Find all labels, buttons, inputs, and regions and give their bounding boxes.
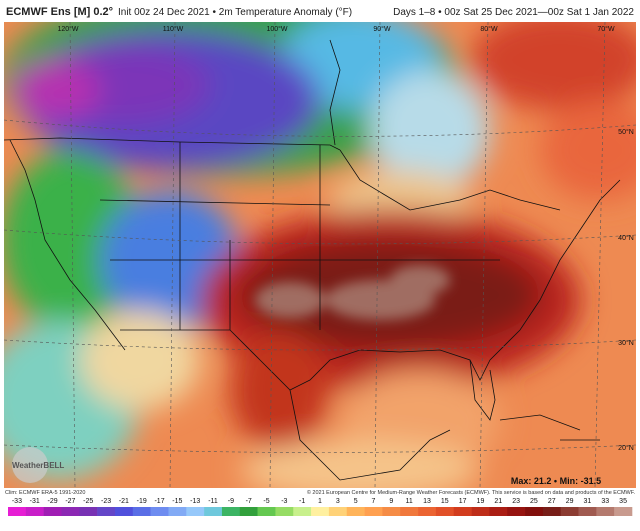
colorbar-swatch (8, 507, 27, 516)
colorbar-label: -9 (228, 498, 234, 505)
colorbar-swatch (293, 507, 312, 516)
colorbar-label: 3 (336, 498, 340, 505)
colorbar-swatch (132, 507, 151, 516)
colorbar-swatch (61, 507, 80, 516)
colorbar-swatch (346, 507, 365, 516)
colorbar-label: 19 (477, 498, 485, 505)
longitude-label: 120°W (57, 25, 78, 33)
colorbar-label: 1 (318, 498, 322, 505)
colorbar-swatch (471, 507, 490, 516)
colorbar-label: 21 (494, 498, 502, 505)
colorbar-label: 33 (601, 498, 609, 505)
colorbar-swatch (507, 507, 526, 516)
colorbar-swatch (186, 507, 205, 516)
colorbar-label: -15 (172, 498, 182, 505)
colorbar-label: -19 (137, 498, 147, 505)
colorbar-label: 5 (354, 498, 358, 505)
colorbar-label: -21 (119, 498, 129, 505)
longitude-label: 100°W (266, 25, 287, 33)
colorbar-swatch (97, 507, 116, 516)
copyright: © 2021 European Centre for Medium-Range … (307, 489, 636, 496)
colorbar-swatch (596, 507, 615, 516)
colorbar-swatch (168, 507, 187, 516)
colorbar-swatch (257, 507, 276, 516)
colorbar-swatch (489, 507, 508, 516)
colorbar-label: 11 (406, 498, 413, 505)
colorbar-swatch (542, 507, 561, 516)
latitude-label: 20°N (618, 444, 634, 452)
longitude-label: 80°W (480, 25, 498, 33)
latitude-label: 50°N (618, 128, 634, 136)
latitude-label: 30°N (618, 339, 634, 347)
longitude-label: 110°W (163, 25, 184, 33)
colorbar-swatch (364, 507, 383, 516)
longitude-label: 70°W (597, 25, 615, 33)
colorbar-label: -29 (48, 498, 58, 505)
colorbar-label: -31 (30, 498, 40, 505)
colorbar-swatch (79, 507, 98, 516)
logo: WeatherBELL (12, 461, 64, 470)
colorbar-label: 13 (423, 498, 431, 505)
colorbar-swatch (150, 507, 169, 516)
colorbar-label: -5 (263, 498, 269, 505)
colorbar-swatch (382, 507, 401, 516)
init-text: Init 00z 24 Dec 2021 • 2m Temperature An… (118, 7, 352, 18)
colorbar-swatch (204, 507, 223, 516)
colorbar-swatch (400, 507, 419, 516)
colorbar-swatch (418, 507, 437, 516)
colorbar-label: -23 (101, 498, 111, 505)
colorbar-label: 29 (566, 498, 574, 505)
colorbar-swatch (435, 507, 455, 516)
colorbar-label: -11 (208, 498, 218, 505)
extremes: Max: 21.2 • Min: -31.5 (511, 476, 601, 486)
colorbar-swatch (453, 507, 472, 516)
colorbar-label: -13 (190, 498, 200, 505)
colorbar-label: 25 (530, 498, 538, 505)
colorbar-swatch (614, 507, 633, 516)
colorbar-label: 17 (459, 498, 467, 505)
colorbar-label: -25 (83, 498, 93, 505)
colorbar-label: -7 (246, 498, 252, 505)
latitude-labels: 50°N 40°N 30°N 20°N (618, 128, 634, 452)
colorbar-label: -3 (281, 498, 287, 505)
longitude-labels: 120°W 110°W 100°W 90°W 80°W 70°W (57, 25, 615, 33)
colorbar-label: 35 (619, 498, 627, 505)
valid-text: Days 1–8 • 00z Sat 25 Dec 2021—00z Sat 1… (393, 7, 634, 18)
colorbar: -33 -31 -29 -27 -25 -23 -21 -19 -17 -15 -13 -11 -9 -7… (8, 498, 633, 516)
colorbar-swatch (275, 507, 294, 516)
colorbar-label: -33 (12, 498, 22, 505)
colorbar-label: 7 (372, 498, 376, 505)
colorbar-swatch (43, 507, 62, 516)
colorbar-label: -27 (65, 498, 75, 505)
colorbar-swatch (328, 507, 348, 516)
model-name: ECMWF Ens [M] 0.2° (6, 6, 113, 18)
colorbar-swatch (560, 507, 579, 516)
colorbar-swatch (578, 507, 597, 516)
map (4, 22, 636, 488)
logo-globe (12, 447, 48, 483)
climatology: Clim: ECMWF ERA-5 1991-2020 (5, 490, 85, 496)
colorbar-swatch (221, 507, 241, 516)
colorbar-swatch (239, 507, 258, 516)
colorbar-label: 23 (512, 498, 520, 505)
latitude-label: 40°N (618, 234, 634, 242)
colorbar-swatch (25, 507, 44, 516)
colorbar-label: 27 (548, 498, 556, 505)
colorbar-label: -1 (299, 498, 305, 505)
colorbar-swatch (114, 507, 134, 516)
colorbar-swatch (525, 507, 544, 516)
colorbar-label: 9 (389, 498, 393, 505)
colorbar-label: -17 (154, 498, 164, 505)
colorbar-label: 15 (441, 498, 449, 505)
colorbar-label: 31 (584, 498, 592, 505)
colorbar-swatch (311, 507, 330, 516)
longitude-label: 90°W (373, 25, 391, 33)
